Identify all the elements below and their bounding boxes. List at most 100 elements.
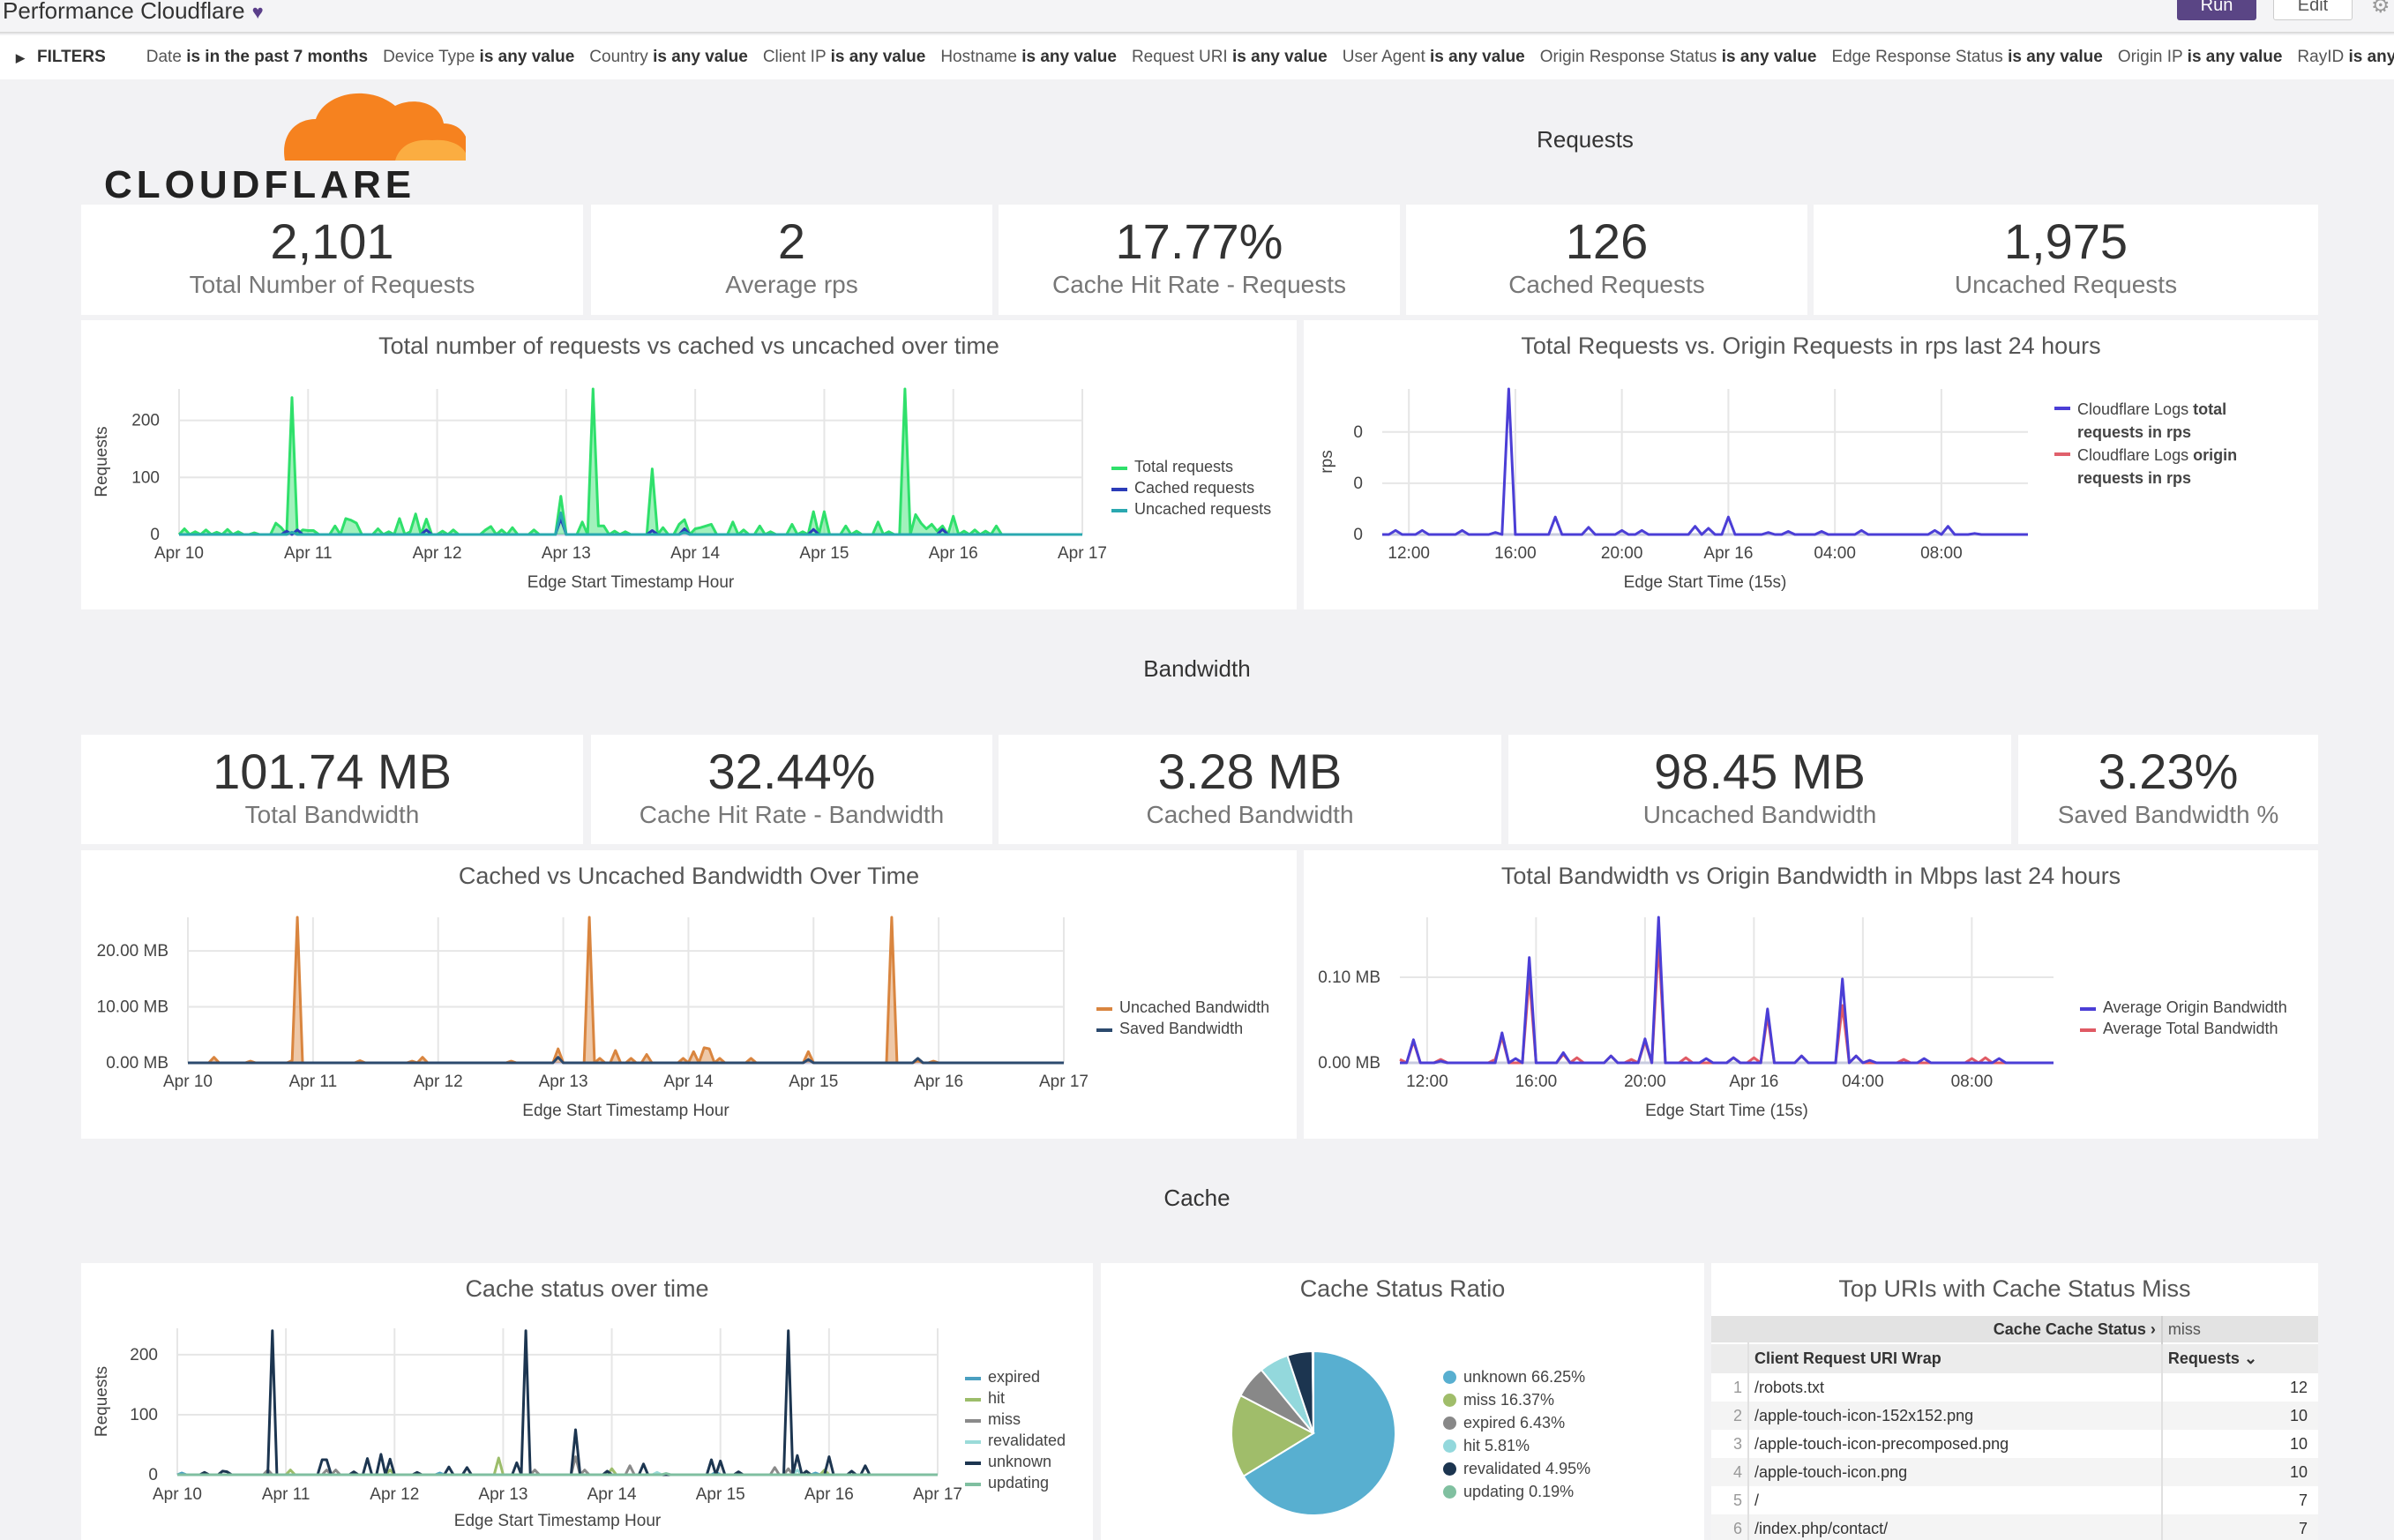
table-row[interactable]: 4/apple-touch-icon.png 10: [1711, 1458, 2318, 1486]
series-line-saved-bandwidth[interactable]: [188, 1056, 1064, 1065]
filter-chip[interactable]: Origin IP is any value: [2118, 48, 2283, 66]
legend-item[interactable]: expired 6.43%: [1443, 1411, 1590, 1434]
x-tick-label: Apr 13: [542, 544, 591, 563]
x-axis-label: Edge Start Timestamp Hour: [522, 1102, 729, 1120]
filter-condition: is any value: [653, 48, 748, 66]
series-line-uncached-bandwidth[interactable]: [188, 916, 1064, 1065]
heart-icon[interactable]: ♥: [251, 1, 264, 23]
pie-chart: [1231, 1349, 1396, 1516]
legend-item[interactable]: updating 0.19%: [1443, 1480, 1590, 1503]
run-button[interactable]: Run: [2177, 0, 2256, 20]
legend-item[interactable]: updating: [965, 1474, 1066, 1495]
pivot-label[interactable]: Cache Cache Status ›: [1711, 1316, 2163, 1343]
uri-cell: /robots.txt: [1754, 1378, 1825, 1396]
pie-slice-miss[interactable]: [1231, 1394, 1316, 1477]
filter-chip[interactable]: Country is any value: [589, 48, 748, 66]
column-header-uri[interactable]: Client Request URI Wrap: [1748, 1342, 2162, 1373]
filter-chip[interactable]: Request URI is any value: [1132, 48, 1328, 66]
legend-swatch-icon: [2080, 1007, 2096, 1011]
series-line-average-total-bandwidth[interactable]: [1399, 941, 2054, 1065]
filter-condition: is any value: [1232, 48, 1328, 66]
filter-chip[interactable]: Device Type is any value: [383, 48, 574, 66]
table-row[interactable]: 5 / 7: [1711, 1486, 2318, 1514]
filters-bar: ▶ FILTERS Date is in the past 7 months Dev…: [0, 35, 2394, 79]
filter-chip[interactable]: Edge Response Status is any value: [1831, 48, 2102, 66]
series-line-total-requests[interactable]: [177, 387, 1082, 536]
x-tick-label: Apr 17: [913, 1485, 962, 1504]
legend-swatch-icon: [1111, 488, 1127, 491]
filter-chip[interactable]: Hostname is any value: [940, 48, 1117, 66]
x-tick-label: Apr 16: [804, 1485, 854, 1504]
legend-item[interactable]: Cloudflare Logs origin requests in rps: [2054, 444, 2257, 490]
legend-item[interactable]: Average Total Bandwidth: [2080, 1020, 2287, 1041]
chart-title: Cache Status Ratio: [1299, 1275, 1506, 1302]
legend-item[interactable]: Saved Bandwidth: [1096, 1020, 1269, 1041]
legend-swatch-icon: [965, 1377, 981, 1380]
legend-item[interactable]: Uncached Bandwidth: [1096, 998, 1269, 1020]
legend-label: Cloudflare Logs total requests in rps: [2077, 400, 2227, 441]
legend-label: expired 6.43%: [1463, 1413, 1566, 1432]
legend-item[interactable]: hit: [965, 1389, 1066, 1410]
legend-item[interactable]: unknown: [965, 1453, 1066, 1474]
filters-label: FILTERS: [37, 48, 106, 66]
uri-cell: /apple-touch-icon-precomposed.png: [1754, 1434, 2009, 1453]
series-line-average-origin-bandwidth[interactable]: [1400, 916, 2054, 1065]
chart-title: Cached vs Uncached Bandwidth Over Time: [458, 863, 920, 889]
series-line-uncached-requests[interactable]: [179, 511, 1082, 536]
filter-condition: is any value: [479, 48, 575, 66]
series-line-cloudflare-logs[interactable]: [1382, 387, 2028, 536]
legend-item[interactable]: expired: [965, 1368, 1066, 1389]
legend-label: Uncached requests: [1134, 500, 1272, 518]
table-row[interactable]: 1/robots.txt 12: [1711, 1373, 2318, 1402]
logo-text: CLOUDFLARE: [104, 163, 416, 206]
x-tick-label: Apr 12: [414, 1073, 463, 1091]
table-row[interactable]: 3/apple-touch-icon-precomposed.png 10: [1711, 1430, 2318, 1458]
table-row[interactable]: 6/index.php/contact/7: [1711, 1514, 2318, 1540]
legend-item[interactable]: miss 16.37%: [1443, 1388, 1590, 1411]
y-tick-label: 0: [1353, 526, 1363, 544]
chevron-right-icon: ›: [2150, 1319, 2156, 1338]
kpi-tile: 3.23% Saved Bandwidth %: [2018, 735, 2318, 844]
pie-slice-unknown[interactable]: [1242, 1349, 1396, 1516]
kpi-label: Saved Bandwidth %: [2057, 801, 2279, 828]
column-header-requests[interactable]: Requests ⌄: [2160, 1342, 2318, 1373]
filter-chip[interactable]: Client IP is any value: [763, 48, 925, 66]
requests-cell: 7: [2160, 1486, 2318, 1514]
filter-chip[interactable]: Date is in the past 7 months: [146, 48, 368, 66]
legend-label: Cached requests: [1134, 479, 1255, 497]
legend-item[interactable]: Cached requests: [1111, 479, 1271, 500]
filter-field: Request URI: [1131, 48, 1228, 66]
legend-item[interactable]: Total requests: [1111, 458, 1271, 479]
chart-title: Cache status over time: [465, 1275, 709, 1302]
series-line-hit[interactable]: [177, 1456, 938, 1476]
edit-button[interactable]: Edit: [2273, 0, 2353, 20]
kpi-label: Uncached Requests: [1954, 271, 2178, 298]
legend-item[interactable]: Average Origin Bandwidth: [2080, 998, 2287, 1020]
legend-item[interactable]: revalidated: [965, 1432, 1066, 1453]
chart-legend: expired hit miss revalidated unknown updating: [965, 1368, 1066, 1495]
series-line-unknown[interactable]: [177, 1329, 938, 1476]
legend-item[interactable]: Uncached requests: [1111, 500, 1271, 521]
series-line-updating[interactable]: [177, 1472, 938, 1476]
y-tick-label: 0: [1353, 475, 1363, 493]
gear-icon[interactable]: ⚙: [2371, 0, 2390, 18]
filter-condition: is any value: [1430, 48, 1525, 66]
filter-chip[interactable]: RayID is any valu...: [2297, 48, 2394, 66]
legend-item[interactable]: hit 5.81%: [1443, 1434, 1590, 1457]
legend-item[interactable]: Cloudflare Logs total requests in rps: [2054, 398, 2257, 444]
filters-toggle[interactable]: ▶ FILTERS: [16, 48, 106, 67]
table-row[interactable]: 2/apple-touch-icon-152x152.png 10: [1711, 1402, 2318, 1430]
filter-chip[interactable]: User Agent is any value: [1343, 48, 1525, 66]
y-tick-label: 0.00 MB: [106, 1054, 168, 1073]
legend-item[interactable]: revalidated 4.95%: [1443, 1457, 1590, 1480]
requests-cell: 12: [2160, 1373, 2318, 1402]
requests-over-time-chart: Total number of requests vs cached vs un…: [81, 320, 1297, 609]
legend-swatch-icon: [965, 1462, 981, 1465]
kpi-tile: 17.77% Cache Hit Rate - Requests: [999, 205, 1400, 315]
y-tick-label: 20.00 MB: [97, 942, 168, 961]
legend-item[interactable]: miss: [965, 1410, 1066, 1432]
chart-legend: Uncached Bandwidth Saved Bandwidth: [1096, 998, 1269, 1041]
legend-item[interactable]: unknown 66.25%: [1443, 1365, 1590, 1388]
filter-field: Origin IP: [2117, 48, 2183, 66]
filter-chip[interactable]: Origin Response Status is any value: [1540, 48, 1817, 66]
